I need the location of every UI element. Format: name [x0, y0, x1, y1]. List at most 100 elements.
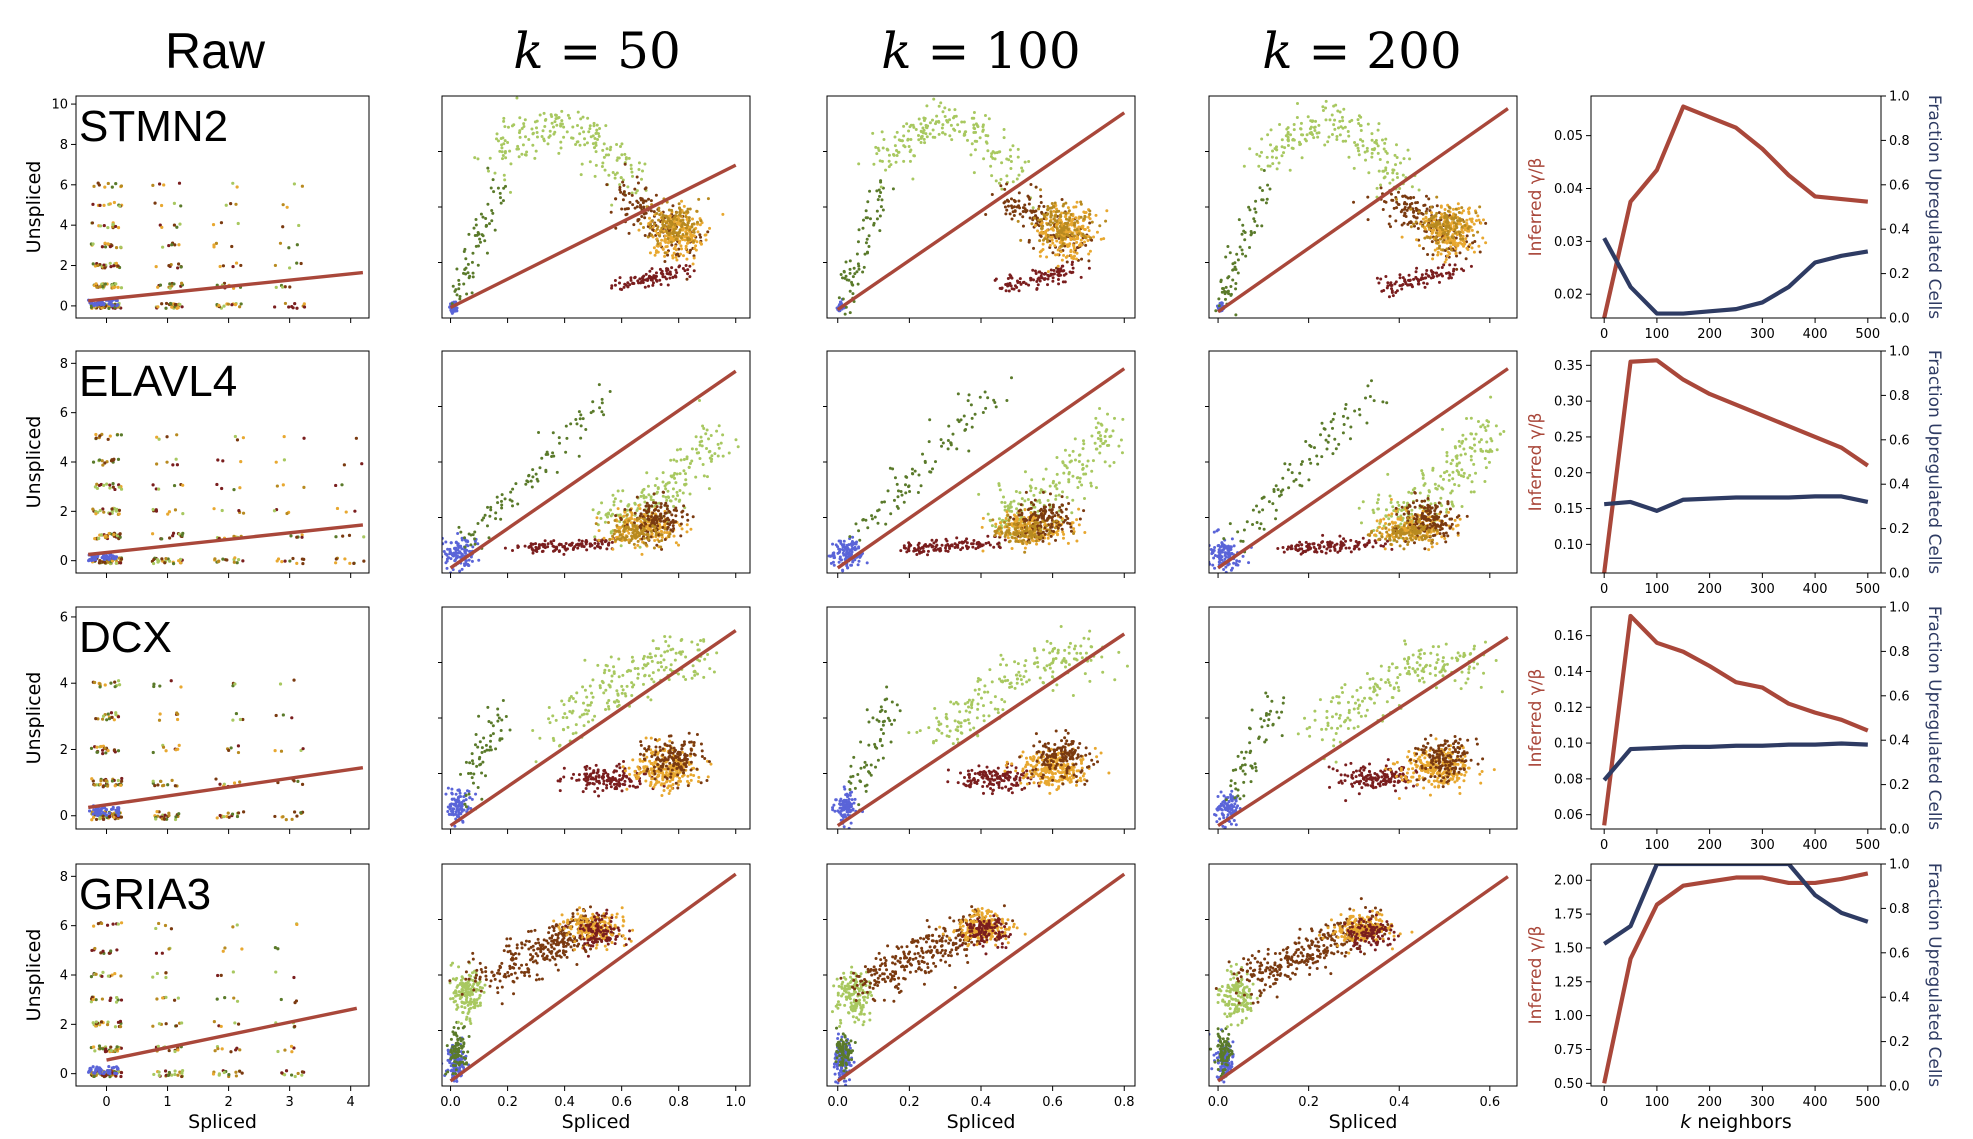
- scatter-point: [1358, 124, 1362, 128]
- scatter-point: [1444, 271, 1448, 275]
- scatter-point: [615, 524, 619, 528]
- scatter-point: [485, 224, 489, 228]
- scatter-point: [1395, 176, 1399, 180]
- scatter-point: [847, 278, 851, 282]
- scatter-point: [446, 547, 450, 551]
- scatter-point: [1049, 273, 1053, 277]
- scatter-point: [1214, 309, 1218, 313]
- scatter-point: [510, 499, 514, 503]
- scatter-point: [654, 533, 658, 537]
- scatter-point: [612, 500, 616, 504]
- scatter-point: [1037, 204, 1041, 208]
- scatter-point: [695, 240, 699, 244]
- scatter-point: [656, 533, 660, 537]
- scatter-point: [241, 511, 246, 515]
- scatter-point: [698, 398, 702, 402]
- scatter-point: [1047, 233, 1051, 237]
- scatter-point: [1391, 178, 1395, 182]
- scatter-point: [1107, 443, 1111, 447]
- scatter-point: [335, 506, 340, 511]
- y-tick-label: 0.02: [1554, 288, 1583, 303]
- scatter-point: [969, 403, 973, 407]
- scatter-point: [623, 510, 627, 514]
- scatter-point: [692, 254, 696, 258]
- scatter-point: [456, 543, 460, 547]
- scatter-point: [499, 517, 503, 521]
- scatter-point: [1441, 227, 1445, 231]
- scatter-point: [973, 412, 977, 416]
- scatter-point: [1032, 493, 1036, 497]
- scatter-point: [549, 540, 553, 544]
- scatter-point: [663, 522, 667, 526]
- scatter-point: [684, 478, 688, 482]
- scatter-point: [1034, 271, 1038, 275]
- scatter-point: [866, 526, 870, 530]
- scatter-point: [655, 212, 659, 216]
- scatter-point: [454, 541, 458, 545]
- scatter-point: [640, 529, 644, 533]
- scatter-point: [627, 519, 631, 523]
- scatter-point: [111, 303, 115, 307]
- scatter-point: [634, 526, 638, 530]
- scatter-point: [1283, 146, 1287, 150]
- scatter-point: [649, 278, 653, 282]
- scatter-point: [1443, 215, 1447, 219]
- scatter-point: [293, 301, 297, 306]
- scatter-point: [1234, 313, 1238, 317]
- scatter-point: [230, 244, 234, 249]
- scatter-point: [626, 504, 630, 508]
- scatter-point: [1027, 238, 1031, 242]
- scatter-point: [1440, 266, 1444, 270]
- scatter-point: [580, 539, 584, 543]
- scatter-point: [1260, 224, 1264, 228]
- scatter-point: [878, 159, 882, 163]
- fit-line: [1217, 107, 1509, 314]
- scatter-point: [579, 413, 583, 417]
- scatter-point: [963, 428, 967, 432]
- scatter-point: [1008, 148, 1012, 152]
- scatter-point: [706, 197, 710, 201]
- scatter-point: [111, 485, 115, 489]
- scatter-point: [106, 560, 110, 564]
- scatter-point: [579, 117, 583, 121]
- scatter-point: [488, 514, 492, 518]
- column-title-2: k = 100: [881, 22, 1080, 80]
- scatter-point: [458, 569, 462, 573]
- scatter-point: [241, 436, 245, 440]
- scatter-point: [97, 561, 102, 565]
- scatter-point: [102, 510, 106, 514]
- scatter-point: [1220, 301, 1224, 305]
- scatter-point: [1082, 442, 1086, 446]
- scatter-point: [648, 269, 652, 273]
- scatter-point: [233, 434, 237, 439]
- scatter-point: [102, 483, 106, 487]
- scatter-point: [1449, 276, 1453, 280]
- scatter-point: [1422, 221, 1426, 225]
- scatter-point: [1445, 221, 1449, 225]
- scatter-point: [442, 550, 446, 554]
- scatter-point: [1264, 201, 1268, 205]
- scatter-point: [1093, 441, 1097, 445]
- scatter-point: [845, 550, 849, 554]
- scatter-point: [1394, 197, 1398, 201]
- scatter-point: [1460, 242, 1464, 246]
- scatter-point: [111, 481, 115, 486]
- scatter-point: [118, 535, 122, 539]
- scatter-point: [535, 119, 539, 123]
- scatter-point: [879, 185, 883, 189]
- scatter-point: [646, 538, 650, 542]
- scatter-point: [678, 472, 682, 476]
- scatter-point: [627, 156, 631, 160]
- scatter-point: [489, 508, 493, 512]
- scatter-point: [301, 561, 305, 566]
- scatter-point: [1064, 212, 1068, 216]
- scatter-point: [466, 540, 470, 544]
- scatter-point: [1104, 219, 1108, 223]
- scatter-point: [1049, 223, 1053, 227]
- scatter-point: [690, 459, 694, 463]
- scatter-point: [704, 432, 708, 436]
- scatter-point: [1328, 118, 1332, 122]
- scatter-point: [500, 150, 504, 154]
- scatter-point: [650, 267, 654, 271]
- scatter-point: [647, 197, 651, 201]
